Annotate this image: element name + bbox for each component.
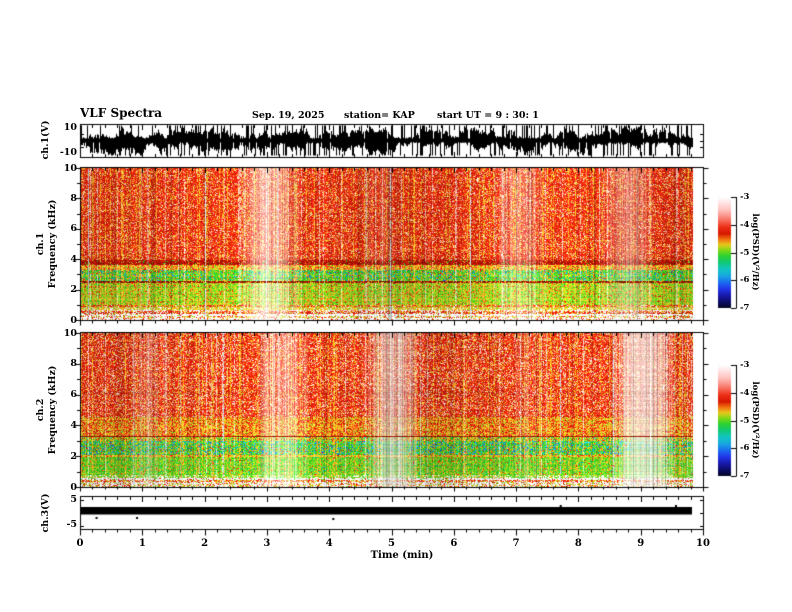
ch2-spec-y-tick-label: 10 <box>63 327 77 339</box>
page-title: VLF Spectra <box>80 106 163 120</box>
ch2-spec-y-tick-label: 0 <box>70 481 77 493</box>
x-tick-label: 3 <box>263 538 271 549</box>
ch3-wave-y-tick-label: 5 <box>70 494 77 505</box>
ch1-spec-y-tick-label: 4 <box>70 253 77 265</box>
ch1-spectrogram-panel <box>80 168 703 320</box>
colorbar-tick-label: -7 <box>740 471 750 481</box>
header-station: station= KAP <box>344 110 415 121</box>
x-tick-label: 6 <box>450 538 458 549</box>
ch1-spec-y-tick-label: 6 <box>70 223 77 235</box>
ch1-spec-y-tick-label: 2 <box>70 284 77 296</box>
ch2-frequency-axis-label: Frequency (kHz) <box>47 365 58 455</box>
colorbar-tick-label: -4 <box>740 387 750 398</box>
ch1-wave-y-tick-label: 10 <box>63 122 77 133</box>
colorbar-tick-label: -3 <box>740 360 750 370</box>
ch3-wave-y-tick-label: -5 <box>66 519 77 530</box>
ch1-wave-y-tick-label: -10 <box>59 147 77 158</box>
colorbar1 <box>718 197 731 308</box>
colorbar-tick-label: -6 <box>740 275 750 286</box>
header-start-ut: start UT = 9 : 30: 1 <box>437 110 539 121</box>
ch2-spectrogram-panel <box>80 333 703 487</box>
ch2-spec-y-tick-label: 2 <box>70 450 77 462</box>
x-tick-label: 2 <box>201 538 209 549</box>
x-tick-label: 7 <box>512 538 520 549</box>
colorbar-tick-label: -5 <box>740 247 750 258</box>
colorbar-tick-label: -7 <box>740 303 750 313</box>
x-tick-label: 4 <box>325 538 333 549</box>
x-tick-label: 10 <box>696 538 710 549</box>
x-tick-label: 8 <box>574 538 582 549</box>
ch1-channel-axis-label: ch.1 <box>35 232 46 256</box>
x-tick-label: 9 <box>637 538 645 549</box>
ch1-spec-y-tick-label: 8 <box>70 192 77 204</box>
x-tick-label: 1 <box>138 538 146 549</box>
ch2-spec-y-tick-label: 4 <box>70 419 77 431</box>
ch1-spec-y-tick-label: 10 <box>63 162 77 174</box>
ch1-waveform-panel <box>80 124 703 157</box>
colorbar-tick-label: -3 <box>740 192 750 202</box>
ch1-frequency-axis-label: Frequency (kHz) <box>47 199 58 289</box>
ch1-spec-y-tick-label: 0 <box>70 314 77 326</box>
header-date: Sep. 19, 2025 <box>252 110 325 121</box>
ch2-channel-axis-label: ch.2 <box>35 398 46 422</box>
ch3-waveform-panel <box>80 497 703 529</box>
time-axis-label: Time (min) <box>370 550 434 561</box>
x-tick-label: 5 <box>388 538 395 549</box>
colorbar-tick-label: -5 <box>740 415 750 426</box>
x-tick-label: 0 <box>76 538 84 549</box>
ch2-spec-y-tick-label: 8 <box>70 358 77 370</box>
colorbar2 <box>718 365 731 476</box>
ch2-spec-y-tick-label: 6 <box>70 389 77 401</box>
colorbar-tick-label: -6 <box>740 443 750 454</box>
colorbar-tick-label: -4 <box>740 219 750 230</box>
